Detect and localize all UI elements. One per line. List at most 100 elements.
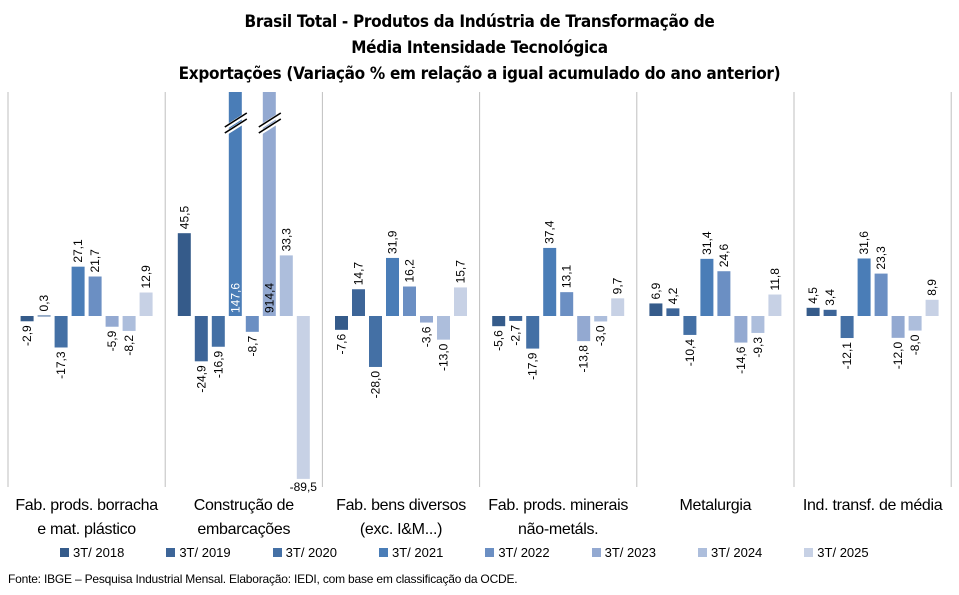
data-label: 31,9 xyxy=(386,230,400,254)
legend-swatch xyxy=(804,548,814,557)
data-label: 13,1 xyxy=(560,264,574,288)
bar-3t2024-4 xyxy=(751,316,765,333)
bar-3t2018-2 xyxy=(335,316,348,330)
legend-label: 3T/ 2025 xyxy=(817,545,869,560)
legend-item: 3T/ 2018 xyxy=(60,545,124,560)
bar-3t2025-2 xyxy=(454,287,467,316)
category-label: Fab. bens diversos (exc. I&M...) xyxy=(321,494,481,542)
bar-3t2025-4 xyxy=(768,294,782,316)
category-label-line: embarcações xyxy=(197,521,291,538)
category-label-line: e mat. plástico xyxy=(37,521,136,538)
bar-3t2021-4 xyxy=(700,258,714,316)
bar-3t2025-0 xyxy=(139,292,153,316)
bar-3t2021-5 xyxy=(857,258,871,316)
bar-3t2025-5 xyxy=(925,299,939,316)
category-label-line: Fab. prods. borracha xyxy=(15,497,158,514)
axis-break-gap xyxy=(257,118,282,136)
legend-swatch xyxy=(485,548,495,557)
bar-3t2022-4 xyxy=(717,271,731,316)
bar-3t2021-1 xyxy=(228,92,242,316)
category-label-line: Construção de xyxy=(193,497,294,514)
bar-3t2022-3 xyxy=(560,292,574,316)
bar-3t2025-3 xyxy=(611,298,625,316)
data-label: -89,5 xyxy=(290,480,318,494)
bar-3t2023-2 xyxy=(420,316,433,323)
legend-label: 3T/ 2019 xyxy=(179,545,231,560)
bar-3t2019-5 xyxy=(823,309,837,316)
bar-3t2021-3 xyxy=(543,247,557,316)
data-label: 6,9 xyxy=(649,282,663,299)
axis-break-gap xyxy=(257,112,282,130)
data-label: -17,9 xyxy=(526,352,540,380)
chart-title-line-2: Média Intensidade Tecnológica xyxy=(351,38,608,58)
legend-item: 3T/ 2024 xyxy=(697,545,762,560)
data-label: 31,4 xyxy=(700,231,714,255)
category-label-line: Ind. transf. de média xyxy=(802,497,943,514)
data-label: 147,6 xyxy=(228,283,242,313)
axis-break-gap xyxy=(223,112,248,130)
legend-swatch xyxy=(272,548,282,557)
chart-title-line-1: Brasil Total - Produtos da Indústria de … xyxy=(244,12,715,32)
bar-3t2021-0 xyxy=(71,266,85,316)
category-label-line xyxy=(635,518,795,542)
data-label: 8,9 xyxy=(925,279,939,296)
data-label: 12,9 xyxy=(139,265,153,289)
data-label: -8,2 xyxy=(122,335,136,356)
legend-label: 3T/ 2023 xyxy=(604,545,656,560)
bar-3t2021-2 xyxy=(386,257,399,316)
bar-3t2025-1 xyxy=(296,316,310,479)
legend-swatch xyxy=(166,548,176,557)
data-label: -13,8 xyxy=(577,345,591,373)
data-label: -8,0 xyxy=(908,334,922,355)
bar-3t2024-0 xyxy=(122,316,136,331)
axis-break-gap xyxy=(223,118,248,136)
bar-3t2018-4 xyxy=(649,303,663,316)
category-label: Ind. transf. de média xyxy=(793,494,953,542)
legend-swatch xyxy=(591,548,601,557)
data-label: 4,5 xyxy=(806,287,820,304)
data-label: 4,2 xyxy=(666,287,680,304)
data-label: -24,9 xyxy=(194,365,208,393)
legend: 3T/ 2018 3T/ 2019 3T/ 2020 3T/ 2021 3T/ 2022… xyxy=(60,545,911,560)
data-label: -2,7 xyxy=(509,325,523,346)
legend-item: 3T/ 2020 xyxy=(272,545,337,560)
data-label: -13,0 xyxy=(437,343,451,371)
bar-3t2020-3 xyxy=(526,316,540,349)
data-label: 9,7 xyxy=(611,277,625,294)
data-label: -9,3 xyxy=(751,337,765,358)
data-label: -3,0 xyxy=(594,325,608,346)
data-label: 0,3 xyxy=(37,294,51,311)
category-label-line: (exc. I&M...) xyxy=(359,521,443,538)
data-label: 15,7 xyxy=(454,260,468,284)
data-label: 33,3 xyxy=(279,228,293,252)
category-label-line: Metalurgia xyxy=(679,497,752,514)
bar-3t2024-3 xyxy=(594,316,608,322)
axis-break-mark xyxy=(224,118,248,134)
category-label: Fab. prods. borracha e mat. plástico xyxy=(7,494,167,542)
category-label-line: não-metáls. xyxy=(518,521,599,538)
data-label: 11,8 xyxy=(768,268,782,291)
bar-3t2019-2 xyxy=(352,289,365,316)
bar-3t2019-1 xyxy=(194,316,208,362)
bar-3t2019-4 xyxy=(666,308,680,316)
data-label: 37,4 xyxy=(543,220,557,244)
bar-3t2023-1 xyxy=(262,92,276,316)
data-label: 31,6 xyxy=(857,231,871,255)
legend-swatch xyxy=(697,548,707,557)
data-label: -17,3 xyxy=(54,351,68,379)
data-label: 45,5 xyxy=(177,206,191,230)
bar-3t2019-3 xyxy=(509,316,523,321)
legend-swatch xyxy=(60,548,69,557)
data-label: 23,3 xyxy=(874,246,888,270)
data-label: -10,4 xyxy=(683,339,697,367)
legend-item: 3T/ 2019 xyxy=(166,545,231,560)
data-label: -28,0 xyxy=(369,371,383,399)
data-label: -5,9 xyxy=(105,330,119,351)
bar-3t2018-0 xyxy=(20,316,34,322)
bar-3t2024-1 xyxy=(279,255,293,316)
legend-label: 3T/ 2022 xyxy=(498,545,550,560)
legend-label: 3T/ 2020 xyxy=(285,545,337,560)
data-label: 21,7 xyxy=(88,249,102,273)
data-label: 16,2 xyxy=(403,259,417,283)
